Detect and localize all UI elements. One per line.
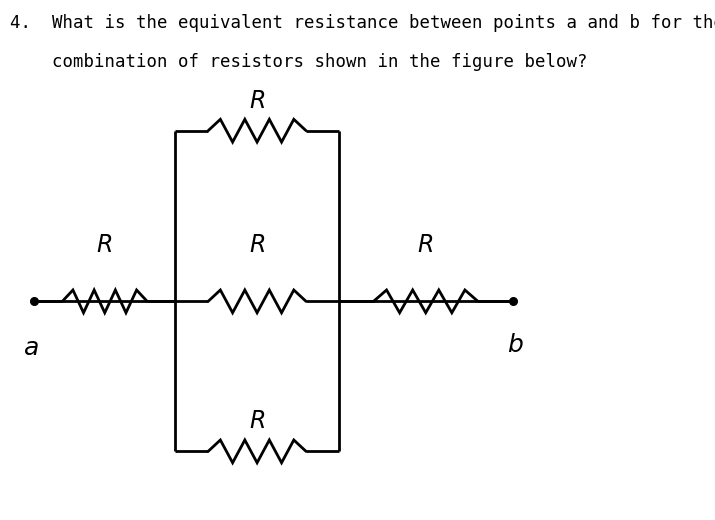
Text: a: a	[24, 336, 39, 360]
Text: 4.  What is the equivalent resistance between points a and b for the: 4. What is the equivalent resistance bet…	[9, 15, 715, 32]
Text: R: R	[97, 233, 113, 257]
Text: R: R	[418, 233, 434, 257]
Text: b: b	[508, 333, 523, 357]
Text: R: R	[249, 409, 265, 433]
Text: R: R	[249, 233, 265, 257]
Text: combination of resistors shown in the figure below?: combination of resistors shown in the fi…	[9, 53, 587, 71]
Text: R: R	[249, 88, 265, 113]
